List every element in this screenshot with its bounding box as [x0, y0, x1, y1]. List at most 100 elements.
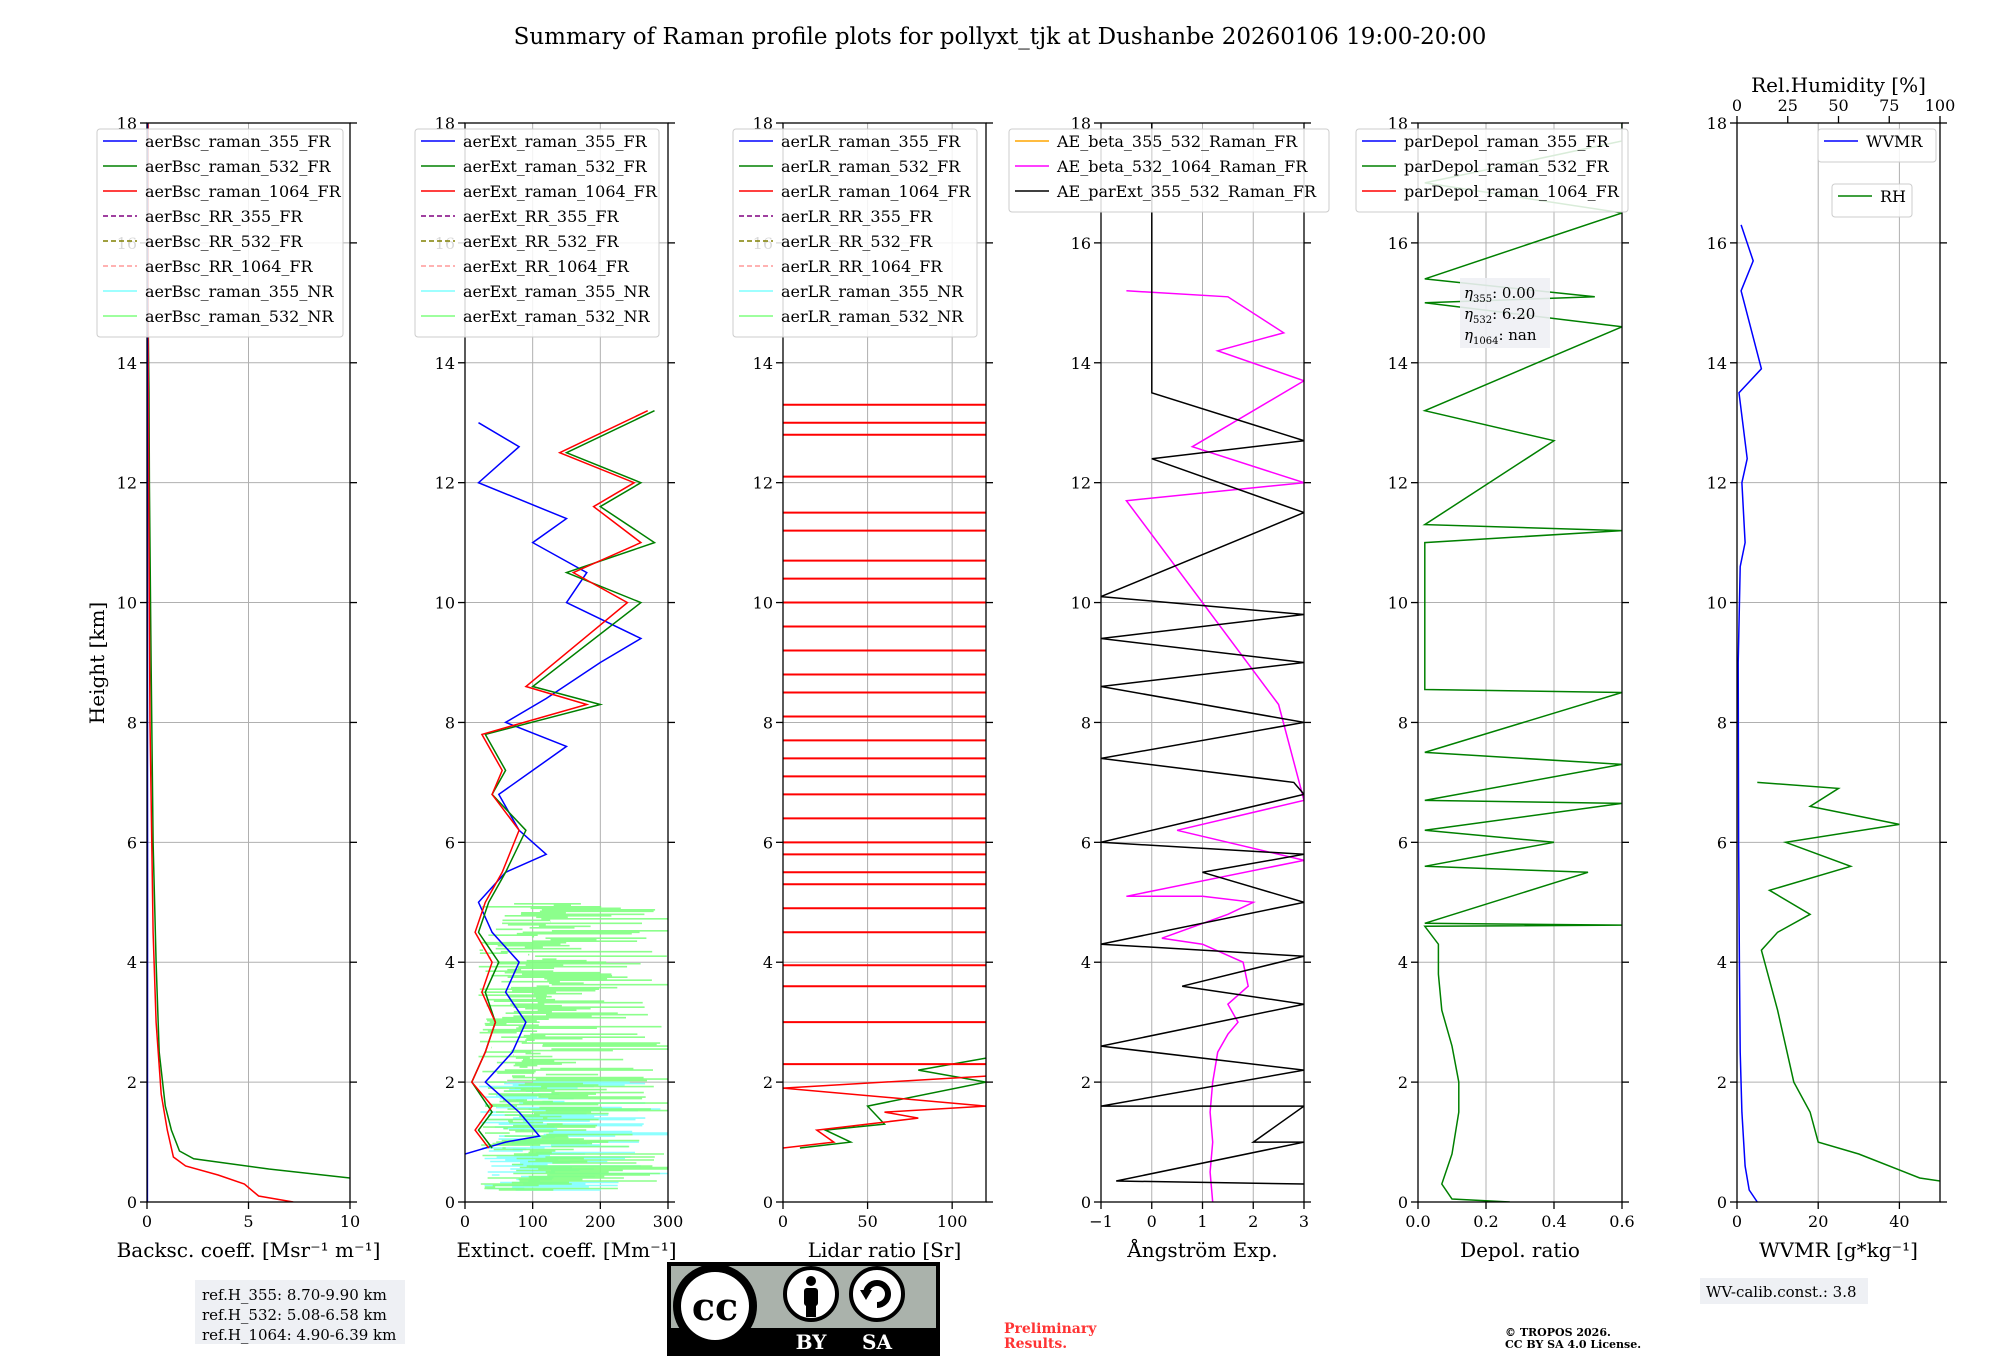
- legend-angstrom: AE_beta_355_532_Raman_FR AE_beta_532_1064…: [1008, 128, 1330, 213]
- y-tick-label: 2: [1081, 1073, 1091, 1092]
- y-tick-label: 12: [435, 474, 455, 493]
- y-tick-label: 0: [763, 1193, 773, 1212]
- eta-symbol: η: [1464, 326, 1473, 344]
- y-tick-label: 14: [1388, 354, 1408, 373]
- legend-entry: aerExt_raman_532_NR: [463, 307, 651, 326]
- legend-box: [1355, 128, 1629, 213]
- y-tick-label: 8: [1717, 713, 1727, 732]
- legend-entry: parDepol_raman_1064_FR: [1404, 182, 1620, 201]
- x-axis-label: WVMR [g*kg⁻¹]: [1759, 1238, 1918, 1262]
- top-x-tick-label: 0: [1732, 96, 1742, 115]
- panel-backscatter: 0246810121416180510Backsc. coeff. [Msr⁻¹…: [85, 114, 380, 1262]
- share-alike-arrow: [860, 1290, 872, 1300]
- legend-entry: aerLR_RR_1064_FR: [781, 257, 943, 276]
- panels-group: 0246810121416180510Backsc. coeff. [Msr⁻¹…: [85, 73, 1956, 1262]
- y-tick-label: 18: [117, 114, 137, 133]
- y-tick-label: 10: [753, 594, 773, 613]
- y-tick-label: 12: [1388, 474, 1408, 493]
- x-tick-label: 0: [1732, 1212, 1742, 1231]
- x-tick-label: 1: [1197, 1212, 1207, 1231]
- x-tick-label: 300: [653, 1212, 684, 1231]
- y-tick-label: 2: [763, 1073, 773, 1092]
- legend-entry: aerBsc_RR_532_FR: [145, 232, 303, 251]
- cc-circle-inner: [681, 1272, 749, 1340]
- x-tick-label: 10: [340, 1212, 360, 1231]
- y-tick-label: 6: [127, 833, 137, 852]
- legend-entry: aerBsc_raman_1064_FR: [145, 182, 342, 201]
- panel-extinction: 0246810121416180100200300Extinct. coeff.…: [414, 114, 684, 1262]
- axes-frame: [1417, 122, 1623, 1203]
- y-tick-label: 2: [127, 1073, 137, 1092]
- legend-entry: aerBsc_RR_355_FR: [145, 207, 303, 226]
- legend-box: [414, 128, 660, 338]
- top-x-tick-label: 75: [1879, 96, 1899, 115]
- y-tick-label: 4: [1398, 953, 1408, 972]
- eta-symbol: η: [1464, 305, 1473, 323]
- cc-sa-label: SA: [862, 1330, 892, 1354]
- legend-entry: aerExt_RR_1064_FR: [463, 257, 630, 276]
- eta-value: : 6.20: [1492, 305, 1535, 323]
- series-line-RH: [1757, 781, 1940, 1182]
- cc-license-badge: cc BY SA: [667, 1262, 940, 1356]
- y-tick-label: 8: [763, 713, 773, 732]
- legend-entry: aerExt_raman_355_NR: [463, 282, 651, 301]
- ref-height-1064: ref.H_1064: 4.90-6.39 km: [202, 1326, 396, 1344]
- person-head: [806, 1276, 816, 1286]
- y-tick-label: 14: [1071, 354, 1091, 373]
- legend-entry: aerLR_raman_355_FR: [781, 132, 961, 151]
- x-tick-label: 100: [937, 1212, 968, 1231]
- y-tick-label: 4: [763, 953, 773, 972]
- legend-entry: aerLR_RR_355_FR: [781, 207, 933, 226]
- eta-label: η1064: nan: [1464, 326, 1537, 347]
- series-line-aerExt_raman_532_NR: [478, 903, 668, 1191]
- legend-entry: parDepol_raman_355_FR: [1404, 132, 1610, 151]
- y-tick-label: 2: [1398, 1073, 1408, 1092]
- y-tick-label: 18: [1071, 114, 1091, 133]
- y-tick-label: 16: [1388, 234, 1408, 253]
- legend-lidar_ratio: aerLR_raman_355_FR aerLR_raman_532_FR aerL…: [732, 128, 978, 338]
- panel-depolarization: 0 2 4 6 8 10 12 14 16 18 0.0 0.2 0.4 0.6 Depol. ratio p…: [1355, 114, 1635, 1262]
- y-tick-label: 14: [753, 354, 773, 373]
- panel-wvmr: 0 2 4 6 8 10 12 14 16 18 0 20 40 WVMR [g*kg⁻¹] 0 25 50 75…: [1707, 73, 1956, 1262]
- legend-extinction: aerExt_raman_355_FR aerExt_raman_532_FRae…: [414, 128, 660, 338]
- wv-calib-box: WV-calib.const.: 3.8: [1700, 1278, 1868, 1304]
- x-tick-label: 2: [1248, 1212, 1258, 1231]
- series-group-wvmr: [1737, 224, 1940, 1202]
- top-axis-label: Rel.Humidity [%]: [1751, 73, 1926, 97]
- y-tick-label: 12: [1707, 474, 1727, 493]
- eta-subscript: 1064: [1473, 336, 1498, 347]
- y-tick-label: 10: [1388, 594, 1408, 613]
- y-tick-label: 16: [1707, 234, 1727, 253]
- y-tick-label: 6: [1717, 833, 1727, 852]
- eta-label: η355: 0.00: [1464, 284, 1535, 305]
- legend-entry: aerBsc_raman_532_NR: [145, 307, 334, 326]
- series-line-aerExt_raman_1064_FR: [470, 410, 649, 1149]
- x-tick-label: 40: [1889, 1212, 1909, 1231]
- legend-entry: aerBsc_raman_532_FR: [145, 157, 331, 176]
- figure-title: Summary of Raman profile plots for polly…: [514, 24, 1487, 50]
- legend-entry: AE_parExt_355_532_Raman_FR: [1056, 182, 1317, 201]
- x-tick-label: 5: [243, 1212, 253, 1231]
- y-tick-label: 0: [1717, 1193, 1727, 1212]
- person-body: [804, 1288, 818, 1306]
- x-axis-label: Backsc. coeff. [Msr⁻¹ m⁻¹]: [117, 1238, 381, 1262]
- legend-entry: aerExt_RR_532_FR: [463, 232, 620, 251]
- y-tick-label: 10: [1707, 594, 1727, 613]
- legend-entry: AE_beta_532_1064_Raman_FR: [1056, 157, 1308, 176]
- top-x-tick-label: 100: [1925, 96, 1956, 115]
- top-x-tick-label: 50: [1828, 96, 1848, 115]
- y-tick-label: 14: [117, 354, 137, 373]
- x-tick-label: 0.6: [1609, 1212, 1634, 1231]
- axes-frame: [464, 122, 669, 1203]
- legend-entry: aerBsc_RR_1064_FR: [145, 257, 314, 276]
- legend-entry: aerLR_RR_532_FR: [781, 232, 933, 251]
- axes-frame: [1736, 122, 1941, 1203]
- legend-entry: aerExt_raman_532_FR: [463, 157, 648, 176]
- y-tick-label: 14: [1707, 354, 1727, 373]
- axes-frame: [782, 122, 987, 1203]
- cc-by-label: BY: [796, 1330, 828, 1354]
- legend-entry: parDepol_raman_532_FR: [1404, 157, 1610, 176]
- y-tick-label: 4: [1081, 953, 1091, 972]
- y-tick-label: 12: [753, 474, 773, 493]
